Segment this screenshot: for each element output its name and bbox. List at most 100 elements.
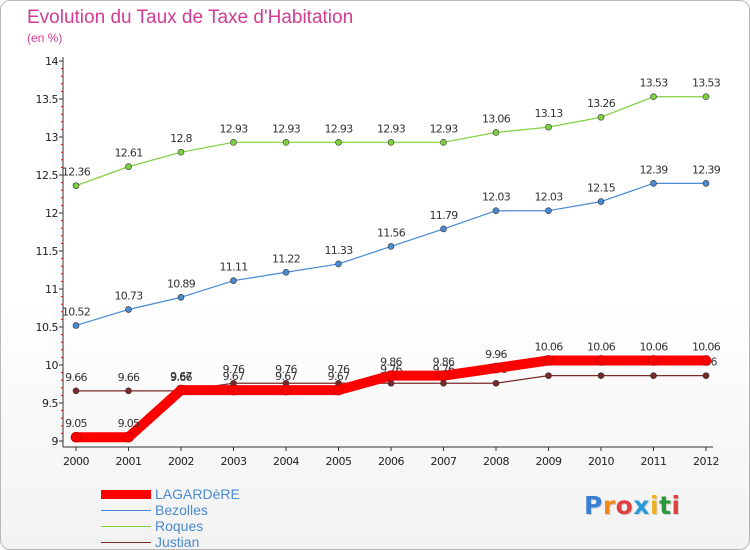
data-label-bezolles: 11.22 xyxy=(272,252,300,265)
data-point-bezolles xyxy=(440,225,447,233)
data-point-bezolles xyxy=(282,268,290,276)
proxiti-logo: Proxiti xyxy=(584,491,681,520)
data-point-lagard-re xyxy=(123,431,134,443)
data-label-roques: 12.8 xyxy=(170,132,192,145)
data-point-lagard-re xyxy=(543,355,554,366)
y-tick-label: 9 xyxy=(52,435,59,448)
data-label-justian: 9.76 xyxy=(328,363,350,376)
y-tick-label: 13.5 xyxy=(36,93,59,106)
data-point-lagard-re xyxy=(280,384,292,396)
data-label-bezolles: 11.33 xyxy=(325,244,354,257)
data-label-roques: 13.13 xyxy=(535,107,564,120)
y-tick-label: 9.5 xyxy=(42,397,58,410)
legend-label-roques: Roques xyxy=(155,518,204,534)
data-label-bezolles: 12.03 xyxy=(535,191,564,204)
data-point-justian xyxy=(702,372,710,379)
logo-letter: P xyxy=(584,491,603,520)
data-label-justian: 9.76 xyxy=(223,363,245,376)
data-point-lagard-re xyxy=(438,370,449,381)
data-label-roques: 12.36 xyxy=(62,166,91,179)
x-tick-label: 2010 xyxy=(588,455,614,468)
legend-swatch-justian xyxy=(101,542,151,543)
data-label-lagard-re: 9.67 xyxy=(275,370,297,383)
logo-letter: x xyxy=(633,491,650,520)
data-point-bezolles xyxy=(125,306,132,313)
x-tick-label: 2000 xyxy=(63,455,89,468)
x-tick-label: 2012 xyxy=(693,455,719,468)
data-label-roques: 13.53 xyxy=(640,77,669,90)
data-label-bezolles: 12.03 xyxy=(482,191,511,204)
data-label-lagard-re: 9.67 xyxy=(328,370,350,383)
data-point-roques xyxy=(72,182,80,189)
data-point-lagard-re xyxy=(385,370,397,381)
x-tick-label: 2007 xyxy=(431,455,457,468)
data-point-bezolles xyxy=(177,294,185,301)
data-point-roques xyxy=(702,93,710,101)
data-point-bezolles xyxy=(597,198,605,205)
y-tick-label: 11 xyxy=(45,283,58,296)
data-label-bezolles: 12.39 xyxy=(692,163,721,176)
data-label-lagard-re: 9.86 xyxy=(380,356,402,369)
data-label-roques: 12.93 xyxy=(377,122,406,135)
data-label-bezolles: 12.39 xyxy=(640,163,669,176)
data-label-roques: 12.93 xyxy=(272,122,301,135)
data-point-lagard-re xyxy=(70,431,82,443)
data-point-bezolles xyxy=(650,180,657,187)
series-line-bezolles xyxy=(75,182,706,327)
x-tick-label: 2003 xyxy=(221,455,247,468)
data-label-bezolles: 10.73 xyxy=(115,290,144,303)
y-tick-label: 12 xyxy=(45,207,58,220)
data-label-lagard-re: 10.06 xyxy=(640,340,669,353)
data-point-roques xyxy=(177,148,185,156)
data-point-roques xyxy=(545,123,552,131)
data-point-lagard-re xyxy=(490,362,502,374)
x-tick-label: 2011 xyxy=(641,455,667,468)
data-label-roques: 12.61 xyxy=(115,147,143,160)
data-point-bezolles xyxy=(230,277,237,284)
x-tick-label: 2008 xyxy=(483,455,509,468)
data-label-lagard-re: 10.06 xyxy=(692,340,721,353)
data-point-justian xyxy=(125,387,132,395)
data-point-roques xyxy=(597,113,605,121)
logo-letter: t xyxy=(659,491,672,520)
data-point-bezolles xyxy=(387,243,395,250)
y-tick-label: 13 xyxy=(45,131,58,144)
data-point-roques xyxy=(335,139,342,146)
data-point-roques xyxy=(440,139,447,146)
data-label-roques: 12.93 xyxy=(325,122,354,135)
data-point-lagard-re xyxy=(333,384,344,396)
data-point-bezolles xyxy=(72,322,80,329)
y-axis-unit: (en %) xyxy=(27,31,63,45)
data-label-bezolles: 10.52 xyxy=(62,305,90,318)
data-point-lagard-re xyxy=(175,384,187,396)
data-point-roques xyxy=(230,139,237,146)
data-point-lagard-re xyxy=(648,355,659,366)
x-tick-label: 2002 xyxy=(168,455,194,468)
data-point-justian xyxy=(597,372,605,379)
y-tick-label: 11.5 xyxy=(36,245,59,258)
legend-swatch-lagardere xyxy=(101,490,151,499)
data-label-roques: 12.93 xyxy=(220,122,249,135)
data-point-justian xyxy=(492,379,500,387)
logo-letter: i xyxy=(671,491,681,520)
data-point-justian xyxy=(440,379,447,387)
data-point-bezolles xyxy=(545,207,552,215)
data-label-justian: 9.66 xyxy=(65,371,87,384)
data-point-roques xyxy=(650,93,657,101)
chart-title: Evolution du Taux de Taxe d'Habitation xyxy=(27,7,354,28)
data-point-roques xyxy=(282,139,290,146)
x-tick-label: 2009 xyxy=(536,455,562,468)
data-label-lagard-re: 10.06 xyxy=(587,340,616,353)
data-label-roques: 12.93 xyxy=(430,122,459,135)
data-label-roques: 13.26 xyxy=(587,97,616,110)
data-label-lagard-re: 9.86 xyxy=(433,356,455,369)
data-label-bezolles: 11.79 xyxy=(430,209,459,222)
x-tick-label: 2006 xyxy=(378,455,404,468)
logo-letter: o xyxy=(615,491,634,520)
data-label-bezolles: 10.89 xyxy=(167,277,196,290)
data-label-justian: 9.66 xyxy=(118,371,140,384)
data-point-bezolles xyxy=(702,180,710,187)
data-point-lagard-re xyxy=(700,355,712,366)
